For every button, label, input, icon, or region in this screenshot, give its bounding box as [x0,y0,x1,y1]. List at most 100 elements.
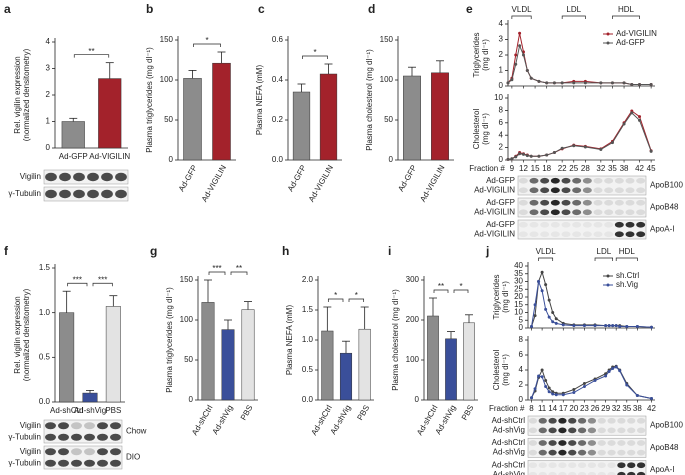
y-tick-label: 100 [180,315,194,324]
blot-band [540,221,550,228]
bar [183,78,202,161]
blot-band [597,417,606,424]
series-point [618,324,622,328]
bar [319,73,338,161]
blot-band [115,172,127,182]
blot-group-label: ApoB48 [650,443,679,452]
blot-frame [43,445,123,470]
blot-band [528,440,538,446]
series-point [547,315,551,319]
series-point [625,383,629,387]
blot-group-label: ApoB100 [650,181,683,190]
y-axis-label: Plasma NEFA (mM) [255,65,264,136]
y-tick-label: 15 [514,300,523,309]
blot-band [550,231,560,238]
blot-row-label: Vigilin [20,447,41,456]
significance-label: *** [73,275,82,284]
blot-band [71,448,82,456]
blot-band [582,231,592,238]
x-tick-label: 18 [542,164,551,173]
blot-band [627,417,636,424]
significance-bracket [348,298,365,302]
significance-label: * [313,48,316,57]
blot-band [45,172,57,182]
series-point [537,154,541,158]
y-axis-label: Plasma NEFA (mM) [285,305,294,376]
blot-band [577,471,587,475]
y-tick-label: 20 [514,292,523,301]
blot-band [636,471,646,475]
x-tick-label: Ad-VIGILIN [418,163,446,203]
y-tick-label: 1.0 [302,335,314,344]
blot-band [548,440,557,446]
series-point [514,53,518,57]
blot-band [627,449,636,456]
y-tick-label: 30 [514,277,523,286]
blot-band [538,471,547,475]
x-tick-label: 38 [633,404,642,413]
blot-band [593,199,603,206]
y-tick-label: 1.5 [39,263,51,272]
region-label: LDL [566,5,581,14]
blot-band [568,471,577,475]
blot-band [582,221,592,228]
blot-band [568,449,577,456]
series-point [611,324,615,328]
series-point [630,82,634,86]
y-tick-label: 0.4 [272,75,284,84]
blot-band [582,187,592,194]
legend-label: Ad-GFP [616,38,645,47]
blot-band [636,177,646,184]
series-point [544,379,548,382]
blot-band [582,209,592,216]
blot-band [558,417,567,424]
blot-band [529,209,539,216]
blot-band [561,209,571,216]
blot-band [627,471,636,475]
blot-band [577,440,587,446]
blot-band [540,209,550,216]
blot-band [58,459,69,467]
series-point [551,320,555,324]
blot-group-label: DIO [126,453,140,462]
series-point [554,317,558,321]
blot-row-label: Ad-shCtrl [492,460,526,469]
y-tick-label: 1.5 [302,305,314,314]
blot-band [617,427,626,434]
blot-band [528,417,538,424]
series-point [638,115,642,119]
blot-band [58,448,69,456]
blot-band [636,417,646,424]
blot-row-label: Ad-shVig [493,426,525,435]
blot-band [548,462,557,469]
y-axis-label: Plasma cholesterol (mg dl⁻¹) [391,289,400,391]
blot-band [625,187,635,194]
significance-bracket [208,271,226,275]
series-point [607,370,611,373]
blot-band [625,177,635,184]
y-axis-label: (normalized densitometry) [22,288,31,381]
series-line [531,366,652,399]
blot-band [627,427,636,434]
blot-band [84,433,95,441]
y-tick-label: 8 [519,335,524,344]
series-point [561,393,565,397]
significance-bracket [193,43,221,47]
blot-band [593,177,603,184]
series-point [572,388,576,391]
bar [82,392,98,403]
x-tick-label: Ad-shVig [74,406,106,415]
blot-band [540,187,550,194]
blot-band [607,417,616,424]
blot-band [617,417,626,424]
blot-band [561,199,571,206]
blot-band [607,471,616,475]
panel-label: j [485,244,489,258]
panel-label: g [150,244,157,258]
blot-band [538,449,547,456]
y-tick-label: 1.0 [39,308,51,317]
y-axis-label: (mg dl⁻¹) [481,39,490,71]
x-tick-label: Ad-VIGILIN [307,163,335,203]
blot-band [548,417,557,424]
x-tick-label: 32 [612,404,621,413]
